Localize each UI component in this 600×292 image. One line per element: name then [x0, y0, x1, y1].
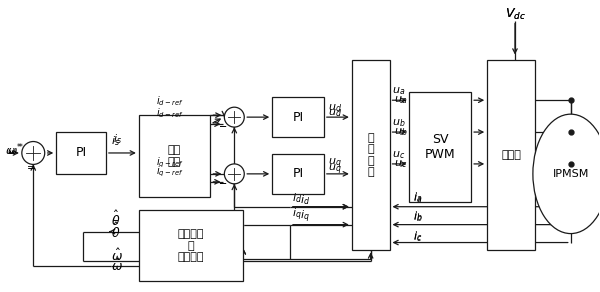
Text: $u_d$: $u_d$	[328, 102, 342, 114]
Text: $-$: $-$	[218, 177, 227, 187]
Circle shape	[22, 142, 45, 164]
Bar	[272, 154, 324, 194]
Text: $u_c$: $u_c$	[394, 158, 407, 170]
Text: 电流
控制: 电流 控制	[168, 145, 181, 167]
Text: $i_{q-ref}$: $i_{q-ref}$	[155, 155, 184, 170]
Text: $V_{dc}$: $V_{dc}$	[505, 7, 526, 22]
Bar	[352, 60, 389, 249]
Text: $i_c$: $i_c$	[413, 229, 423, 243]
Text: $i_q$: $i_q$	[292, 206, 302, 223]
Text: $-$: $-$	[218, 120, 227, 130]
Text: $i_s$: $i_s$	[111, 134, 120, 148]
Text: $i_c$: $i_c$	[413, 230, 423, 244]
Text: $u_q$: $u_q$	[328, 163, 341, 177]
Text: PI: PI	[76, 147, 86, 159]
Text: $\hat{\omega}$: $\hat{\omega}$	[111, 258, 123, 274]
Text: $u_a$: $u_a$	[392, 86, 405, 97]
Text: $i_a$: $i_a$	[413, 190, 423, 204]
Text: $\hat{\theta}$: $\hat{\theta}$	[111, 222, 121, 241]
Text: $u_c$: $u_c$	[392, 149, 405, 161]
Text: $\omega^*$: $\omega^*$	[7, 142, 25, 158]
Text: $i_b$: $i_b$	[413, 210, 423, 224]
Text: $i_{q-ref}$: $i_{q-ref}$	[155, 164, 184, 179]
Text: 转子位置
与
转速估算: 转子位置 与 转速估算	[178, 229, 204, 262]
Text: $i_s$: $i_s$	[113, 132, 122, 146]
Bar	[487, 60, 535, 249]
Text: $V_{dc}$: $V_{dc}$	[505, 7, 526, 22]
Text: PI: PI	[292, 111, 304, 124]
Text: $i_b$: $i_b$	[413, 209, 423, 223]
Text: $-$: $-$	[26, 162, 37, 172]
Text: $i_q$: $i_q$	[300, 208, 310, 225]
Text: $\hat{\theta}$: $\hat{\theta}$	[111, 210, 121, 229]
Text: $u_q$: $u_q$	[328, 157, 341, 171]
Bar	[272, 97, 324, 137]
Text: $u_d$: $u_d$	[328, 107, 342, 119]
Bar	[139, 210, 243, 281]
Text: $i_a$: $i_a$	[413, 191, 423, 205]
Bar	[139, 115, 211, 197]
Text: $-$: $-$	[218, 120, 227, 130]
Text: $i_d$: $i_d$	[300, 193, 310, 207]
Text: PI: PI	[292, 167, 304, 180]
Text: $u_a$: $u_a$	[394, 94, 407, 106]
Text: $-$: $-$	[218, 177, 227, 187]
Text: 逆变器: 逆变器	[501, 150, 521, 160]
Text: $i_d$: $i_d$	[292, 191, 302, 205]
Text: SV
PWM: SV PWM	[425, 133, 455, 161]
Text: IPMSM: IPMSM	[553, 169, 589, 179]
Circle shape	[224, 107, 244, 127]
Ellipse shape	[533, 114, 600, 234]
Bar	[56, 132, 106, 174]
Text: $\omega^*$: $\omega^*$	[5, 142, 22, 158]
Text: $\hat{\omega}$: $\hat{\omega}$	[111, 248, 123, 265]
Text: 坐
标
变
换: 坐 标 变 换	[367, 133, 374, 177]
Text: $-$: $-$	[26, 160, 35, 170]
Text: $i_{d-ref}$: $i_{d-ref}$	[155, 106, 184, 120]
Text: $u_b$: $u_b$	[394, 126, 407, 138]
Bar	[409, 92, 471, 202]
Text: $i_{d-ref}$: $i_{d-ref}$	[155, 94, 184, 108]
Circle shape	[224, 164, 244, 184]
Text: $u_b$: $u_b$	[392, 117, 405, 129]
